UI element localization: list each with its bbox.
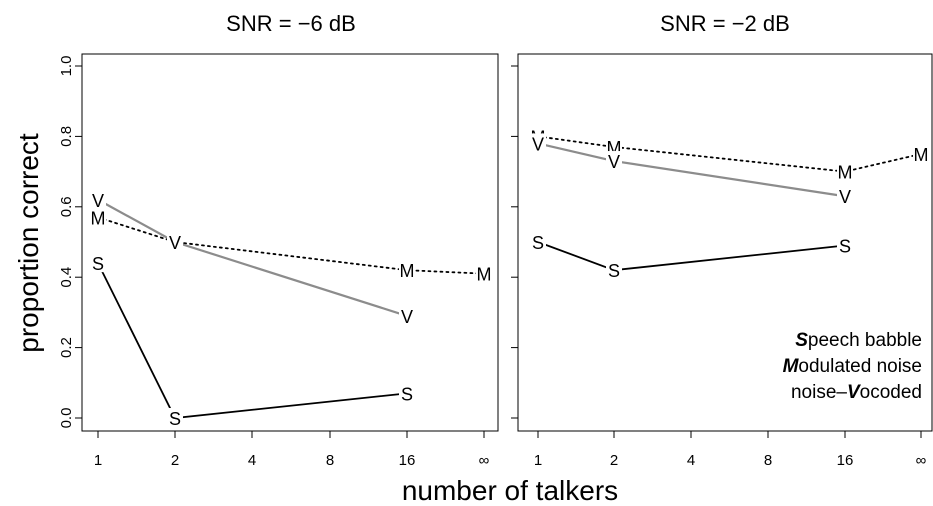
legend-entry-vocoded: noise–Vocoded xyxy=(791,382,922,403)
marker-background xyxy=(90,207,106,227)
series-line-s xyxy=(97,262,408,419)
marker-background xyxy=(399,260,415,280)
data-point-m: M xyxy=(91,208,106,228)
series-line-m xyxy=(537,135,922,173)
marker-background xyxy=(530,232,546,251)
x-tick-label: 1 xyxy=(94,452,102,469)
x-tick-label: 4 xyxy=(248,452,256,469)
y-tick-labels: 0.0 0.2 0.4 0.6 0.8 1.0 xyxy=(58,56,75,429)
x-tick-label: 16 xyxy=(399,452,416,469)
data-point-v: V xyxy=(92,191,104,211)
data-point-v: V xyxy=(169,233,181,253)
y-axis-title: proportion correct xyxy=(13,133,44,353)
marker-background xyxy=(837,235,853,255)
series-line-m xyxy=(97,216,485,275)
x-tick-label: ∞ xyxy=(479,452,490,469)
data-point-s: S xyxy=(532,233,544,253)
legend: Speech babble Modulated noise noise–Voco… xyxy=(783,330,922,403)
data-point-m: M xyxy=(914,145,929,165)
marker-background xyxy=(530,133,546,153)
x-tick-label: 2 xyxy=(171,452,179,469)
x-tick-label: 16 xyxy=(837,452,854,469)
legend-entry-speech: Speech babble xyxy=(795,330,922,351)
data-point-v: V xyxy=(839,187,851,207)
y-tick-label: 0.4 xyxy=(58,267,75,288)
y-tick-label: 0.8 xyxy=(58,126,75,147)
x-tick-label: 8 xyxy=(764,452,772,469)
data-point-v: V xyxy=(608,152,620,172)
marker-background xyxy=(167,408,183,427)
series-line-v xyxy=(536,142,847,198)
data-point-s: S xyxy=(401,384,413,404)
panel-title: SNR = −6 dB xyxy=(226,11,356,36)
x-tick-label: 8 xyxy=(326,452,334,469)
marker-background xyxy=(606,260,622,280)
marker-background xyxy=(167,232,183,251)
data-point-s: S xyxy=(92,254,104,274)
y-tick-label: 0.2 xyxy=(58,337,75,358)
y-tick-label: 0.0 xyxy=(58,408,75,429)
data-point-m: M xyxy=(400,261,415,281)
marker-background xyxy=(837,161,853,181)
x-tick-label: 1 xyxy=(534,452,542,469)
data-point-s: S xyxy=(839,237,851,257)
plot-frame xyxy=(517,53,933,432)
data-point-v: V xyxy=(532,134,544,154)
series-line-s xyxy=(537,241,846,272)
marker-background xyxy=(837,186,853,206)
y-tick-label: 1.0 xyxy=(58,56,75,77)
x-axis-title: number of talkers xyxy=(402,475,618,506)
marker-background xyxy=(90,253,106,273)
data-point-m: M xyxy=(477,265,492,285)
panel-title: SNR = −2 dB xyxy=(660,11,790,36)
data-point-s: S xyxy=(608,261,620,281)
marker-background xyxy=(606,151,622,171)
x-tick-label: ∞ xyxy=(916,452,927,469)
marker-background xyxy=(90,189,106,209)
legend-entry-modulated: Modulated noise xyxy=(783,356,922,377)
data-point-m: M xyxy=(838,163,853,183)
x-tick-label: 2 xyxy=(610,452,618,469)
series-line-v xyxy=(96,198,409,318)
marker-background xyxy=(913,144,929,163)
data-point-s: S xyxy=(169,409,181,429)
marker-background xyxy=(399,383,415,403)
y-tick-label: 0.6 xyxy=(58,196,75,217)
plot-frame xyxy=(81,53,499,432)
marker-background xyxy=(476,263,492,283)
data-point-v: V xyxy=(401,307,413,327)
marker-background xyxy=(399,305,415,325)
x-tick-label: 4 xyxy=(687,452,695,469)
